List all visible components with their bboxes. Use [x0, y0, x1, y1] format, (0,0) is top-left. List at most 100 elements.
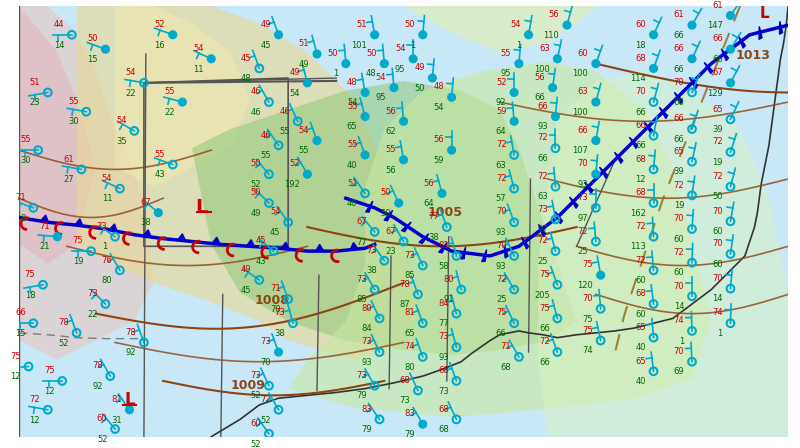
Text: 16: 16 — [154, 40, 165, 50]
Circle shape — [126, 406, 134, 414]
Text: 65: 65 — [635, 357, 646, 366]
Text: 78: 78 — [126, 327, 136, 337]
Text: 80: 80 — [405, 362, 415, 372]
Text: 66: 66 — [712, 55, 722, 64]
Text: 1: 1 — [679, 337, 684, 346]
Text: 51: 51 — [299, 39, 310, 48]
Text: 50: 50 — [414, 84, 425, 93]
Text: 129: 129 — [707, 89, 722, 98]
Circle shape — [510, 89, 518, 96]
Text: 46: 46 — [279, 107, 290, 116]
Text: 15: 15 — [87, 55, 98, 64]
Text: 75: 75 — [582, 260, 593, 269]
Polygon shape — [402, 222, 411, 232]
Text: 63: 63 — [496, 161, 506, 170]
Text: 91: 91 — [443, 295, 454, 304]
Text: 19: 19 — [712, 158, 722, 167]
Text: 23: 23 — [386, 247, 396, 256]
Text: 72: 72 — [539, 337, 550, 346]
Text: 46: 46 — [260, 130, 271, 140]
Text: 61: 61 — [712, 1, 722, 10]
Text: 54: 54 — [116, 116, 126, 125]
Text: 68: 68 — [635, 54, 646, 63]
Text: 1008: 1008 — [254, 294, 290, 307]
Text: 51: 51 — [357, 20, 367, 29]
Text: 11: 11 — [193, 65, 203, 73]
Text: 81: 81 — [405, 309, 415, 318]
Text: 72: 72 — [260, 395, 271, 404]
Polygon shape — [212, 237, 220, 244]
Text: 38: 38 — [274, 329, 286, 338]
Text: 60: 60 — [712, 227, 722, 236]
Text: 52: 52 — [496, 78, 506, 87]
Text: 18: 18 — [635, 40, 646, 50]
Text: 1: 1 — [410, 40, 415, 50]
Polygon shape — [384, 210, 393, 221]
Polygon shape — [570, 197, 578, 208]
Text: 93: 93 — [578, 180, 588, 189]
Text: 78: 78 — [92, 362, 102, 370]
Text: 76: 76 — [102, 255, 112, 265]
Text: 50: 50 — [366, 49, 377, 58]
Text: 45: 45 — [241, 54, 252, 63]
Text: 73: 73 — [250, 371, 262, 380]
Text: 72: 72 — [537, 134, 548, 142]
Text: L: L — [759, 6, 769, 21]
Text: 65: 65 — [635, 323, 646, 332]
Text: 95: 95 — [376, 94, 386, 103]
Text: 54: 54 — [126, 68, 136, 77]
Polygon shape — [288, 62, 711, 418]
Text: 1009: 1009 — [230, 379, 266, 392]
Text: 60: 60 — [635, 20, 646, 29]
Text: 70: 70 — [712, 274, 722, 283]
Circle shape — [688, 55, 696, 63]
Polygon shape — [419, 234, 429, 243]
Text: 72: 72 — [712, 137, 722, 146]
Polygon shape — [403, 6, 596, 52]
Polygon shape — [704, 62, 713, 73]
Text: 66: 66 — [674, 44, 684, 53]
Text: 92: 92 — [496, 98, 506, 107]
Text: 68: 68 — [438, 366, 449, 375]
Circle shape — [313, 137, 321, 144]
Text: 49: 49 — [299, 60, 310, 69]
Text: 93: 93 — [537, 122, 548, 131]
Polygon shape — [19, 6, 154, 360]
Text: 63: 63 — [539, 44, 550, 53]
Polygon shape — [366, 201, 373, 212]
Circle shape — [554, 55, 562, 63]
Text: 73: 73 — [537, 205, 548, 214]
Text: 71: 71 — [270, 284, 281, 293]
Text: 1: 1 — [333, 69, 338, 78]
Text: L: L — [124, 391, 135, 409]
Text: 75: 75 — [496, 309, 506, 318]
Text: 60: 60 — [635, 310, 646, 319]
Circle shape — [102, 45, 110, 53]
Text: 54: 54 — [102, 174, 112, 183]
Text: 45: 45 — [270, 228, 281, 237]
Text: 70: 70 — [496, 241, 506, 250]
Text: 55: 55 — [154, 150, 165, 159]
Text: 55: 55 — [386, 145, 396, 154]
Circle shape — [726, 12, 734, 19]
Text: 68: 68 — [438, 405, 449, 414]
Text: 75: 75 — [539, 304, 550, 313]
Text: 66: 66 — [534, 94, 545, 103]
Text: 93: 93 — [496, 228, 506, 237]
Text: 56: 56 — [386, 165, 396, 175]
Text: 79: 79 — [356, 392, 367, 401]
Text: 50: 50 — [250, 188, 262, 197]
Polygon shape — [599, 167, 608, 178]
Text: 69: 69 — [674, 367, 684, 376]
Text: 64: 64 — [496, 127, 506, 136]
Text: 72: 72 — [578, 227, 588, 236]
Polygon shape — [110, 224, 117, 231]
Text: 100: 100 — [573, 108, 588, 117]
Text: 52: 52 — [250, 392, 262, 401]
Circle shape — [448, 94, 455, 101]
Text: 80: 80 — [102, 276, 112, 285]
Circle shape — [448, 146, 455, 154]
Text: 23: 23 — [30, 98, 40, 107]
Text: 45: 45 — [255, 237, 266, 246]
Circle shape — [362, 112, 369, 121]
